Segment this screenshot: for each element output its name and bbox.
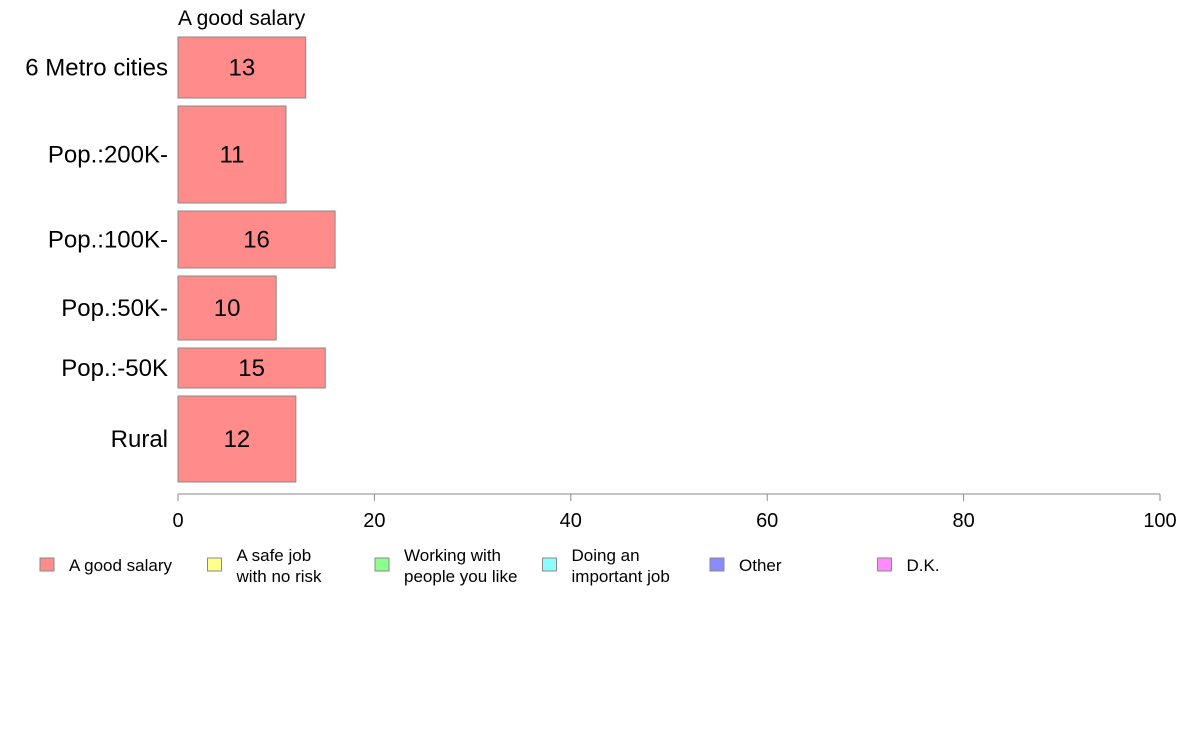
bar — [177, 395, 297, 483]
x-tick-label: 60 — [756, 510, 778, 532]
bar-value-label: 15 — [238, 355, 265, 382]
category-label: Pop.:100K- — [48, 227, 168, 254]
bar — [177, 105, 287, 204]
bars-layer: 13 6 Metro cities 11 Pop.:200K- 16 Pop.:100K-… — [25, 36, 336, 483]
x-tick-label: 20 — [363, 510, 385, 532]
bar — [177, 210, 336, 269]
x-axis: 0 20 40 60 80 100 — [172, 493, 1177, 532]
legend-label: with no risk — [236, 567, 323, 586]
bar-value-label: 12 — [224, 426, 251, 453]
bar — [177, 36, 307, 99]
legend-swatch — [39, 557, 55, 572]
bar — [177, 275, 277, 341]
x-tick-label: 40 — [560, 510, 582, 532]
legend-label: A safe job — [237, 546, 312, 565]
legend-label: people you like — [404, 567, 517, 586]
bar-value-label: 13 — [228, 55, 255, 82]
legend-swatch — [207, 557, 222, 572]
legend-swatch — [709, 557, 725, 572]
category-label: 6 Metro cities — [25, 55, 168, 82]
legend-label: Working with — [404, 546, 501, 565]
chart-title: A good salary — [178, 7, 306, 30]
legend-label: D.K. — [907, 556, 940, 575]
x-tick-label: 100 — [1143, 510, 1176, 532]
bar-value-label: 11 — [220, 142, 245, 169]
legend-label: Other — [739, 556, 782, 575]
legend-label: A good salary — [69, 556, 173, 575]
legend-swatch — [877, 557, 892, 572]
category-label: Rural — [111, 426, 168, 453]
legend-swatch — [542, 557, 557, 572]
legend-swatch — [374, 557, 390, 572]
category-label: Pop.:50K- — [61, 295, 168, 322]
category-label: Pop.:-50K — [61, 355, 168, 382]
bar-value-label: 16 — [243, 227, 270, 254]
bar — [177, 347, 326, 389]
bar-value-label: 10 — [214, 295, 241, 322]
legend-label: Doing an — [572, 546, 640, 565]
x-tick-label: 80 — [952, 510, 974, 532]
legend-label: important job — [572, 567, 670, 586]
category-label: Pop.:200K- — [48, 142, 168, 169]
x-tick-label: 0 — [172, 510, 183, 532]
legend: A good salary A safe job with no risk Worki… — [39, 546, 940, 586]
